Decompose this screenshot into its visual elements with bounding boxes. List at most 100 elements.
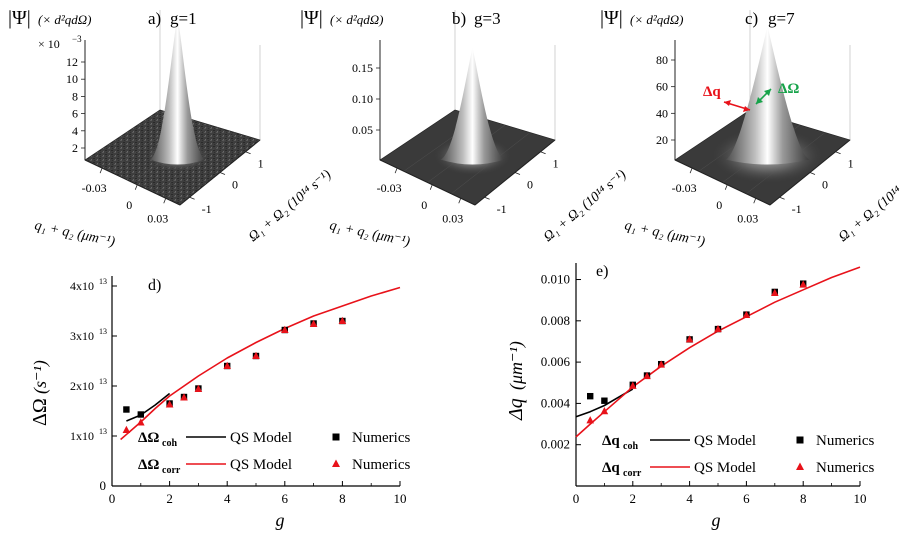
z-tick-label: 6 <box>72 107 78 121</box>
y-tick-label: 0 <box>100 478 107 493</box>
z-tick-label: 60 <box>656 80 668 94</box>
y-tick <box>484 196 490 200</box>
series-line <box>575 266 861 438</box>
data-point-square <box>601 397 608 404</box>
z-tick-label: 80 <box>656 53 668 67</box>
y-tick-exponent: 13 <box>99 327 107 336</box>
plot-e-labels: e) g Δq (μm⁻¹) <box>505 263 721 530</box>
panel-a-letter: a) <box>148 9 161 28</box>
y-tick <box>835 151 841 155</box>
y-tick-label: 0 <box>232 178 238 192</box>
panel-c-annotations: Δq ΔΩ <box>703 81 799 112</box>
data-point-square <box>587 392 594 400</box>
x-tick-label: 6 <box>743 491 750 506</box>
x-tick-label: -0.03 <box>672 181 697 195</box>
panel-b-g-label: g=3 <box>474 9 501 28</box>
x-tick <box>394 167 398 174</box>
data-point-triangle <box>180 393 188 401</box>
x-tick-label: 8 <box>800 491 807 506</box>
legend-symbol: ΔΩ <box>138 457 159 473</box>
panel-c-g-label: g=7 <box>768 9 795 28</box>
z-tick-label: 20 <box>656 133 668 147</box>
y-tick <box>540 151 546 155</box>
panel-a-g-label: g=1 <box>170 9 197 28</box>
y-tick <box>245 151 251 155</box>
z-tick-label: 10 <box>66 72 78 86</box>
y-tick-label: 0.008 <box>541 313 570 328</box>
x-tick <box>134 184 138 190</box>
data-point-triangle <box>643 371 651 380</box>
x-tick-label: 0 <box>421 198 427 212</box>
y-tick-label: 0 <box>527 178 533 192</box>
panel-c-header: |Ψ| (× d²qdΩ) c) g=7 <box>600 7 795 29</box>
delta-q-arrowhead-right <box>743 106 750 112</box>
legend-marker-square <box>332 433 340 441</box>
x-tick <box>753 198 757 204</box>
y-tick-label: 0.004 <box>541 395 571 410</box>
surface-panel-c: 80 60 40 20 -0.03 0 0.03 1 0 -1 q₁ + q₂ (μm⁻¹) Ω₁ +… <box>623 10 900 250</box>
legend-marker-label: Numerics <box>816 433 874 449</box>
legend-marker-label: Numerics <box>352 430 410 446</box>
legend-line-label: QS Model <box>230 457 292 473</box>
series-line <box>126 392 171 422</box>
data-point-triangle <box>586 416 594 424</box>
data-point-triangle <box>657 360 665 368</box>
legend-marker-triangle <box>796 462 804 470</box>
y-tick-exponent: 13 <box>99 277 107 286</box>
x-tick <box>429 184 433 190</box>
plot-d-ylabel-units: (s⁻¹) <box>30 360 51 394</box>
plot-d: 0 2 4 6 8 10 0 1x10 13 2x10 13 3x10 13 4x10 13 ΔΩ coh QS … <box>70 276 410 506</box>
panel-b-header: |Ψ| (× d²qdΩ) b) g=3 <box>300 7 501 29</box>
data-point-triangle <box>771 288 779 296</box>
legend-subscript: coh <box>162 438 177 449</box>
panel-b-letter: b) <box>452 9 466 28</box>
x-tick-label: 0 <box>109 491 116 506</box>
legend-subscript: coh <box>623 441 638 452</box>
delta-q-arrowhead-left <box>724 100 731 106</box>
x-tick-label: 4 <box>686 491 693 506</box>
z-tick-label: 12 <box>66 55 78 69</box>
y-tick-label: 1 <box>258 157 264 171</box>
x-tick <box>724 184 728 190</box>
x-axis <box>84 159 181 206</box>
x-tick <box>689 167 693 174</box>
legend-symbol: Δq <box>602 460 620 476</box>
delta-q-annotation: Δq <box>703 84 721 100</box>
y-tick-label: 4x10 <box>70 279 94 293</box>
data-point-square <box>137 411 144 418</box>
legend-marker-triangle <box>332 459 340 467</box>
y-tick-exponent: 13 <box>99 377 107 386</box>
z-tick-label: 2 <box>72 141 78 155</box>
plot-e-ylabel-main: Δq <box>505 398 527 421</box>
x-tick-label: -0.03 <box>377 181 402 195</box>
legend-subscript: corr <box>623 468 642 479</box>
data-point-triangle <box>252 351 260 359</box>
x-tick-label: 10 <box>394 491 407 506</box>
y-axis-label: Ω₁ + Ω₂ (10¹⁴ s⁻¹) <box>541 167 630 245</box>
panel-a-header: |Ψ| (× d²qdΩ) a) g=1 × 10 −3 <box>8 7 197 51</box>
surface-peak <box>440 48 505 165</box>
x-tick-label: 0 <box>126 198 132 212</box>
panel-a-zlabel-main: |Ψ| <box>8 7 31 29</box>
data-point-triangle <box>309 319 318 327</box>
plot-e-xlabel: g <box>712 510 721 530</box>
z-tick-label: 8 <box>72 89 78 103</box>
delta-omega-arrowhead-down <box>756 97 763 104</box>
y-axis-label: Ω₁ + Ω₂ (10¹⁴ s⁻¹) <box>246 167 335 245</box>
surface-peak <box>149 18 206 165</box>
data-point-triangle <box>714 324 722 333</box>
panel-b-zlabel-main: |Ψ| <box>300 7 323 29</box>
legend-marker-label: Numerics <box>816 460 874 476</box>
x-tick-label: 10 <box>854 491 867 506</box>
x-tick-label: -0.03 <box>82 181 107 195</box>
z-tick-label: 40 <box>656 106 668 120</box>
y-tick-label: 1x10 <box>70 429 94 443</box>
surface-panel-b: 0.15 0.10 0.05 -0.03 0 0.03 1 0 -1 q₁ + q₂ (μm⁻¹)… <box>328 10 630 250</box>
z-tick-label: 4 <box>72 124 78 138</box>
x-tick-label: 6 <box>282 491 289 506</box>
y-tick-label: -1 <box>792 202 802 216</box>
x-tick-label: 0 <box>573 491 580 506</box>
data-point-triangle <box>165 400 174 408</box>
